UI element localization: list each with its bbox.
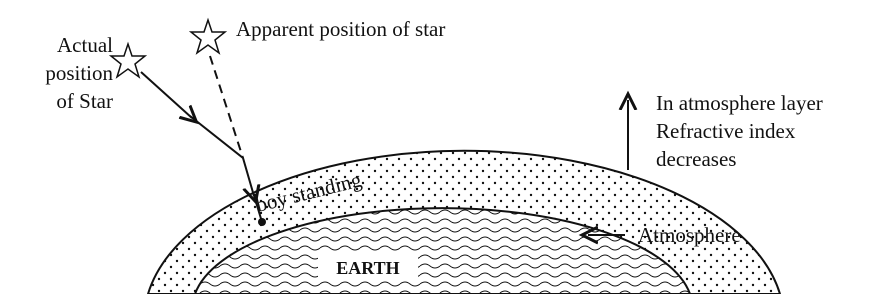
atmosphere-label: Atmosphere: [638, 223, 741, 247]
actual-star-label: Actual: [57, 33, 113, 57]
boy: [258, 218, 266, 226]
ray: [141, 72, 192, 118]
note: In atmosphere layer: [656, 91, 823, 115]
apparent-star: [191, 20, 225, 53]
apparent-star-label: Apparent position of star: [236, 17, 445, 41]
note: decreases: [656, 147, 736, 171]
actual-star-label: position: [45, 61, 113, 85]
note: Refractive index: [656, 119, 796, 143]
actual-star: [111, 44, 145, 77]
apparent-ray: [210, 56, 243, 158]
earth-label: EARTH: [336, 258, 399, 278]
actual-star-label: of Star: [56, 89, 113, 113]
ray: [190, 116, 254, 196]
diagram: EARTH boy standing Actual position of St…: [0, 0, 870, 294]
